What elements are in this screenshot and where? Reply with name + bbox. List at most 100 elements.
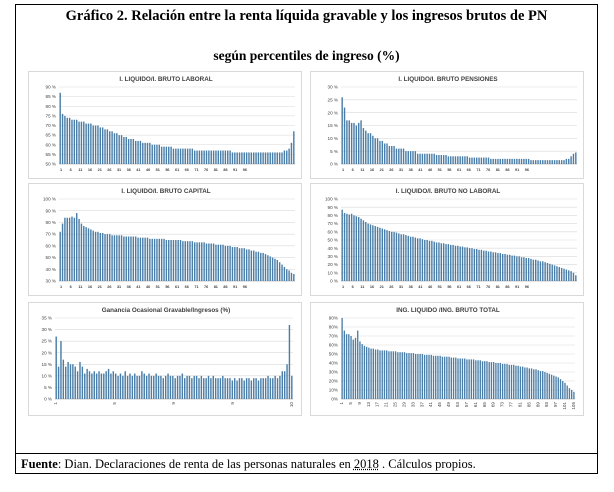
bar bbox=[560, 267, 563, 281]
bar bbox=[430, 354, 432, 399]
bar bbox=[575, 275, 577, 281]
bar bbox=[485, 157, 487, 164]
bar bbox=[191, 241, 194, 281]
bar bbox=[341, 97, 343, 164]
bar bbox=[520, 158, 523, 164]
y-tick-label: 70% bbox=[329, 334, 338, 339]
x-tick-label: 71 bbox=[476, 168, 480, 172]
bar bbox=[191, 148, 194, 164]
bar bbox=[468, 157, 471, 164]
bar bbox=[262, 378, 264, 399]
bar bbox=[381, 228, 384, 281]
x-tick-label: 41 bbox=[418, 168, 422, 172]
bar bbox=[381, 350, 383, 399]
bar bbox=[186, 148, 189, 164]
bar bbox=[67, 361, 69, 399]
bar bbox=[544, 262, 546, 281]
bar bbox=[345, 334, 348, 399]
bar bbox=[393, 146, 395, 164]
bar bbox=[399, 352, 401, 399]
bar bbox=[55, 336, 57, 399]
bar bbox=[271, 152, 274, 164]
bar bbox=[224, 245, 227, 281]
bar bbox=[372, 135, 374, 164]
x-tick-label: 11 bbox=[360, 285, 364, 289]
bar bbox=[229, 378, 231, 399]
bar bbox=[504, 158, 506, 164]
bar bbox=[116, 235, 118, 281]
bar bbox=[210, 243, 212, 281]
bar bbox=[530, 368, 533, 399]
x-tick-label: 81 bbox=[496, 285, 500, 289]
x-tick-label: 13 bbox=[366, 402, 371, 408]
bar bbox=[472, 359, 475, 399]
x-tick-label: 29 bbox=[401, 402, 406, 408]
chart-title: I. LIQUIDO/I. BRUTO LABORAL bbox=[119, 76, 212, 83]
x-tick-label: 56 bbox=[447, 168, 451, 172]
bar bbox=[513, 255, 516, 281]
bar bbox=[406, 353, 408, 399]
bar bbox=[234, 152, 236, 164]
bar bbox=[255, 152, 257, 164]
bar bbox=[71, 119, 73, 164]
bar bbox=[193, 375, 195, 399]
bar bbox=[508, 364, 510, 399]
bar bbox=[372, 348, 374, 399]
figure-frame bbox=[15, 4, 598, 474]
bar bbox=[568, 158, 570, 164]
bar bbox=[447, 156, 450, 164]
bar bbox=[222, 244, 224, 281]
bar bbox=[441, 356, 444, 399]
x-tick-label: 41 bbox=[136, 285, 140, 289]
bar bbox=[103, 373, 105, 399]
x-tick-label: 17 bbox=[375, 402, 380, 408]
bar bbox=[130, 236, 132, 281]
source-note: Fuente: Dian. Declaraciones de renta de … bbox=[21, 457, 476, 472]
bar bbox=[368, 347, 370, 399]
chart-capital: I. LIQUIDO/I. BRUTO CAPITAL 30 % 40 % 50 % 6… bbox=[43, 188, 295, 289]
bar bbox=[363, 345, 366, 399]
bar bbox=[219, 378, 222, 399]
bar bbox=[214, 378, 217, 399]
x-tick-label: 1 bbox=[60, 285, 62, 289]
bar bbox=[205, 150, 208, 164]
bar bbox=[139, 237, 142, 281]
bar bbox=[283, 266, 286, 281]
bar bbox=[523, 158, 525, 164]
y-tick-label: 5 % bbox=[330, 149, 338, 154]
bar bbox=[497, 253, 499, 281]
chart-title: I. LIQUIDO/I. BRUTO CAPITAL bbox=[121, 188, 210, 195]
bar bbox=[377, 349, 379, 399]
bar bbox=[343, 212, 346, 281]
bar bbox=[532, 160, 535, 164]
bar bbox=[566, 385, 568, 399]
bar bbox=[354, 337, 357, 399]
x-tick-label: 36 bbox=[409, 285, 413, 289]
bar bbox=[286, 150, 288, 164]
bar bbox=[155, 373, 157, 399]
bar bbox=[172, 375, 174, 399]
chart-ganancia-ocasional: Ganancia Ocasional Gravable/Ingresos (%)… bbox=[42, 307, 294, 407]
x-tick-label: 37 bbox=[419, 402, 424, 408]
x-tick-label: 21 bbox=[384, 402, 389, 408]
y-tick-label: 10 % bbox=[328, 270, 338, 275]
bar bbox=[59, 92, 61, 164]
bar bbox=[416, 153, 419, 164]
bar bbox=[346, 213, 348, 281]
bar bbox=[158, 238, 161, 281]
x-tick-label: 41 bbox=[428, 402, 433, 408]
bar bbox=[207, 375, 210, 399]
bar bbox=[515, 365, 517, 399]
bar bbox=[279, 375, 281, 399]
bar bbox=[79, 361, 81, 399]
y-tick-label: 50% bbox=[329, 352, 338, 357]
bar bbox=[167, 373, 169, 399]
bar bbox=[412, 353, 415, 399]
y-tick-label: 60 % bbox=[328, 229, 338, 234]
bar bbox=[374, 226, 376, 281]
y-tick-label: 25 % bbox=[42, 339, 52, 344]
bar bbox=[75, 213, 78, 281]
bar bbox=[238, 248, 241, 281]
bar bbox=[111, 235, 113, 281]
x-tick-label: 76 bbox=[204, 168, 208, 172]
